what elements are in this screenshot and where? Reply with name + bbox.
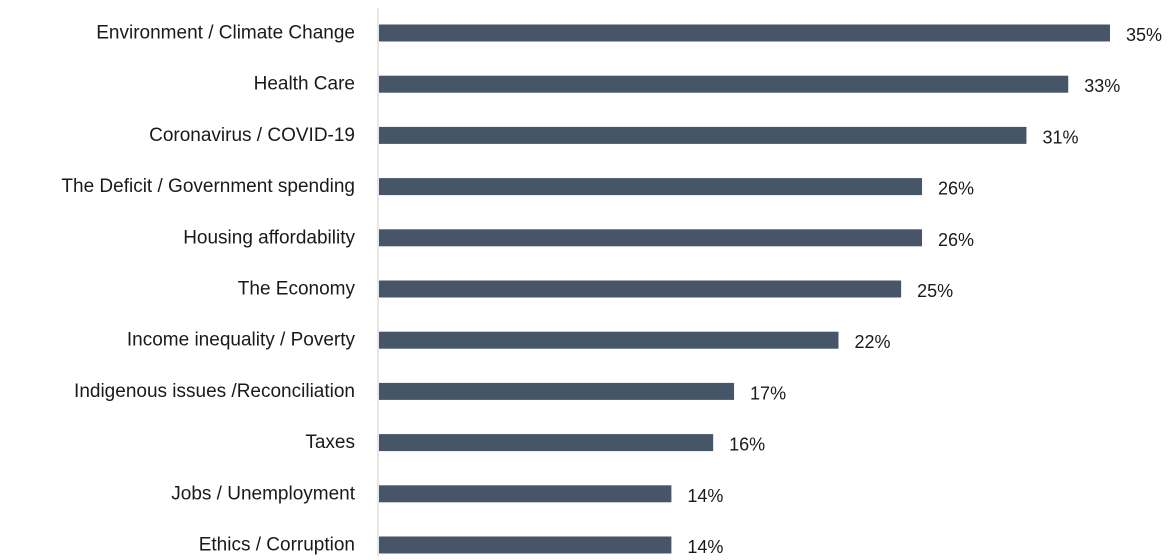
- category-label: Coronavirus / COVID-19: [149, 125, 355, 146]
- bar: [379, 229, 923, 247]
- category-label: Indigenous issues /Reconciliation: [74, 381, 355, 402]
- value-label: 14%: [687, 537, 723, 557]
- value-label: 26%: [938, 179, 974, 199]
- value-label: 16%: [729, 435, 765, 455]
- bars: [379, 24, 1110, 554]
- bar: [379, 280, 902, 298]
- category-label: Ethics / Corruption: [199, 535, 355, 556]
- bar: [379, 536, 672, 554]
- value-label: 17%: [750, 383, 786, 403]
- value-label: 25%: [917, 281, 953, 301]
- bar: [379, 331, 839, 349]
- category-labels: Environment / Climate Change Health Care C…: [61, 23, 355, 556]
- value-label: 26%: [938, 230, 974, 250]
- value-label: 22%: [854, 332, 890, 352]
- bar: [379, 178, 923, 196]
- value-label: 31%: [1042, 127, 1078, 147]
- category-label: Housing affordability: [183, 227, 355, 248]
- category-label: The Economy: [238, 279, 356, 300]
- bar: [379, 485, 672, 503]
- bar: [379, 434, 714, 452]
- value-label: 33%: [1084, 76, 1120, 96]
- bar: [379, 75, 1069, 93]
- bar: [379, 382, 735, 400]
- bar: [379, 24, 1110, 42]
- bar: [379, 126, 1027, 144]
- category-label: Taxes: [305, 432, 355, 453]
- category-label: Income inequality / Poverty: [127, 330, 356, 351]
- category-label: The Deficit / Government spending: [61, 176, 355, 197]
- value-label: 35%: [1126, 25, 1162, 45]
- value-labels: 35% 33% 31% 26% 26% 25% 22% 17% 16% 14% 14%: [687, 25, 1162, 557]
- category-label: Jobs / Unemployment: [171, 483, 355, 504]
- category-label: Health Care: [254, 74, 355, 95]
- category-label: Environment / Climate Change: [96, 23, 355, 44]
- value-label: 14%: [687, 486, 723, 506]
